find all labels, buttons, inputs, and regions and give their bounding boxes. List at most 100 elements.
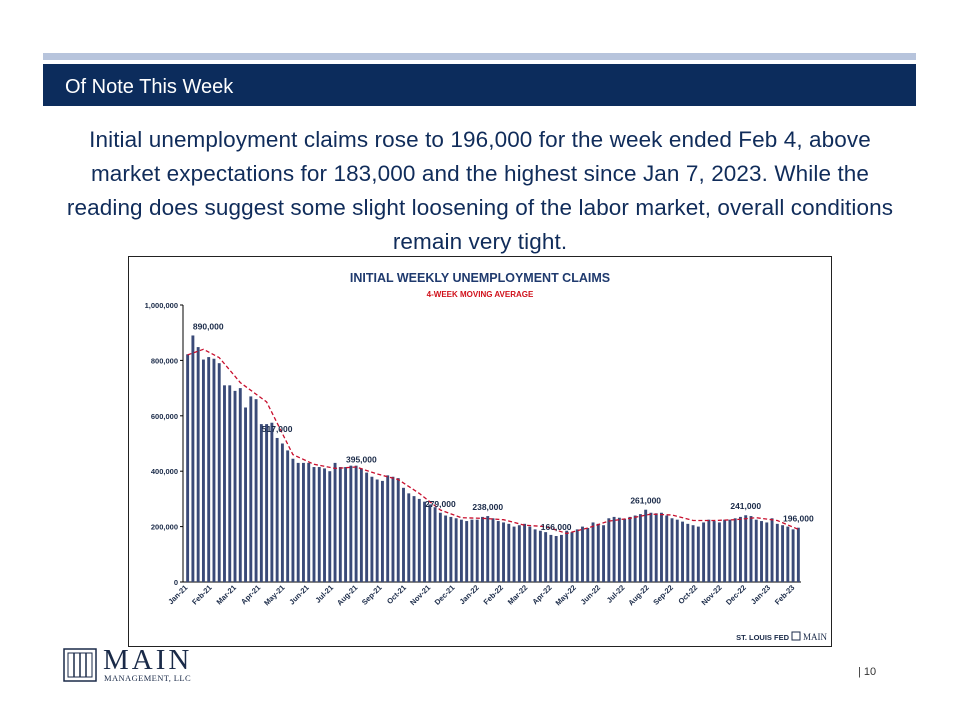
claims-bar: [739, 516, 742, 582]
claims-bar: [496, 521, 500, 582]
claims-bar: [238, 388, 242, 582]
claims-bar: [675, 519, 679, 582]
claims-bar: [517, 525, 521, 582]
claims-bar: [649, 512, 653, 582]
claims-bar: [207, 357, 211, 582]
claims-bar: [444, 515, 448, 582]
claims-bar: [423, 501, 427, 582]
claims-bar: [391, 476, 395, 582]
x-tick-label: Oct-21: [385, 583, 408, 606]
claims-bar: [717, 522, 721, 582]
x-tick-label: Jun-21: [287, 583, 310, 606]
annotation-label: 241,000: [730, 501, 761, 511]
claims-bar: [770, 518, 774, 582]
claims-bar: [754, 519, 758, 582]
x-tick-label: Feb-23: [773, 583, 796, 606]
claims-bar: [249, 396, 253, 582]
claims-bar: [470, 519, 474, 582]
claims-bar: [702, 522, 706, 582]
claims-bar: [654, 513, 658, 582]
claims-bar: [612, 516, 616, 582]
claims-bar: [533, 529, 537, 582]
claims-bar: [628, 516, 632, 582]
x-tick-label: Aug-22: [626, 583, 650, 607]
x-tick-label: Apr-21: [239, 583, 262, 606]
claims-bar: [670, 518, 674, 582]
claims-bar: [486, 516, 490, 582]
section-title: Of Note This Week: [65, 76, 234, 98]
claims-bar: [428, 504, 432, 582]
claims-bar: [259, 424, 263, 582]
claims-bar: [781, 525, 785, 582]
claims-bar: [307, 462, 311, 582]
claims-bar: [449, 516, 453, 582]
claims-bar: [796, 527, 800, 582]
claims-bar: [459, 519, 463, 582]
claims-bar: [544, 532, 548, 582]
claims-bar: [349, 465, 353, 582]
claims-bar: [775, 523, 779, 582]
claims-bar: [786, 526, 790, 582]
claims-bar: [412, 496, 416, 582]
claims-bar: [233, 390, 237, 582]
claims-bar: [475, 519, 479, 582]
claims-bar: [481, 516, 484, 582]
claims-bar: [570, 532, 574, 582]
claims-bar: [417, 498, 421, 582]
claims-bar: [338, 467, 342, 582]
x-tick-label: Mar-21: [215, 583, 238, 606]
x-tick-label: Dec-22: [724, 583, 748, 607]
x-tick-label: Jan-23: [749, 583, 772, 606]
claims-bar: [681, 521, 684, 582]
claims-bar: [254, 399, 258, 582]
y-tick-label: 600,000: [151, 412, 178, 421]
claims-bar: [407, 493, 411, 582]
section-header: Of Note This Week: [43, 64, 916, 106]
claims-bar: [512, 526, 516, 582]
chart-title: INITIAL WEEKLY UNEMPLOYMENT CLAIMS: [350, 271, 610, 285]
claims-bar: [507, 523, 511, 582]
claims-bar: [365, 472, 369, 582]
claims-bar: [270, 422, 274, 582]
x-tick-label: Jun-22: [579, 583, 602, 606]
x-tick-label: Feb-21: [190, 583, 213, 606]
claims-bar: [723, 519, 727, 582]
claims-bar: [696, 526, 700, 582]
annotation-label: 890,000: [193, 321, 224, 331]
claims-bar: [375, 479, 379, 582]
page-number: | 10: [858, 666, 877, 678]
claims-bar: [317, 467, 321, 582]
x-tick-label: Sep-22: [651, 583, 675, 607]
claims-bar: [749, 516, 753, 582]
logo-name: MAIN: [103, 644, 193, 676]
source-logo-text: MAIN: [803, 632, 827, 642]
x-tick-label: Jan-22: [458, 583, 481, 606]
claims-bar: [438, 512, 442, 582]
x-tick-label: Nov-22: [700, 583, 724, 607]
claims-bar: [523, 523, 527, 582]
claims-bar: [712, 521, 716, 582]
claims-bar: [602, 525, 606, 582]
claims-bar: [765, 522, 769, 582]
claims-chart: INITIAL WEEKLY UNEMPLOYMENT CLAIMS 4-WEE…: [145, 271, 828, 642]
chart-subtitle: 4-WEEK MOVING AVERAGE: [427, 290, 534, 299]
y-tick-label: 800,000: [151, 356, 178, 365]
claims-bar: [733, 518, 737, 582]
x-tick-label: May-21: [262, 583, 286, 607]
y-tick-label: 1,000,000: [145, 301, 178, 310]
claims-bar: [275, 437, 279, 582]
claims-bar: [559, 534, 563, 582]
claims-bar: [638, 514, 642, 582]
claims-bar: [186, 354, 190, 582]
claims-bar: [554, 536, 558, 582]
x-tick-label: Oct-22: [676, 583, 699, 606]
annotation-label: 395,000: [346, 454, 377, 464]
claims-bar: [660, 512, 663, 582]
x-tick-label: Feb-22: [482, 583, 505, 606]
claims-bar: [291, 458, 295, 582]
annotation-label: 279,000: [425, 499, 456, 509]
claims-bar: [691, 525, 695, 582]
claims-bar: [333, 462, 337, 582]
claims-bar: [433, 507, 437, 582]
claims-bar: [596, 523, 600, 582]
